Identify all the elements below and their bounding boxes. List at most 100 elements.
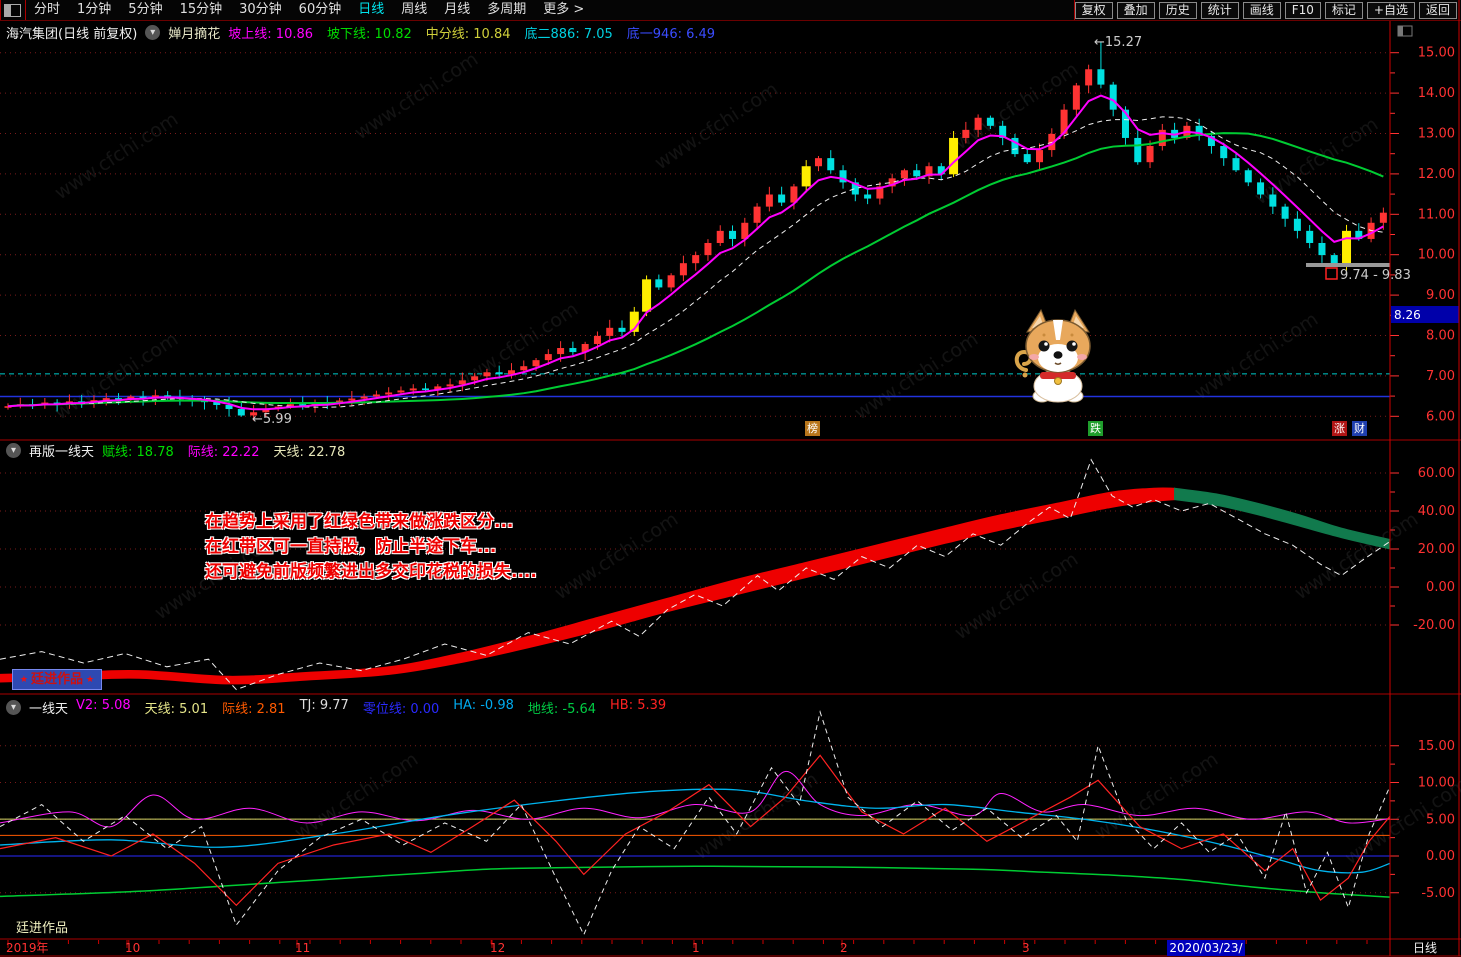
ha-line <box>0 788 1391 874</box>
indicator-name[interactable]: 婵月摘花 <box>168 26 221 42</box>
period-item-8[interactable]: 月线 <box>444 2 471 17</box>
toolbar-button-5[interactable]: F10 <box>1284 1 1321 19</box>
period-item-0[interactable]: 分时 <box>34 2 61 17</box>
toolbar-button-3[interactable]: 统计 <box>1200 1 1239 19</box>
svg-text:5.00: 5.00 <box>1426 812 1455 827</box>
divider <box>1073 0 1075 20</box>
svg-text:←15.27: ←15.27 <box>1094 35 1142 50</box>
dog-mascot <box>1014 308 1091 403</box>
toolbar-button-2[interactable]: 历史 <box>1158 1 1197 19</box>
svg-text:8.26: 8.26 <box>1394 308 1421 322</box>
marker-chip-0[interactable]: 榜 <box>805 421 820 436</box>
toolbar-button-8[interactable]: 返回 <box>1418 1 1457 19</box>
main-legend: 坡上线: 10.86 坡下线: 10.82 中分线: 10.84 底二886: 7.0… <box>228 23 715 42</box>
svg-text:←5.99: ←5.99 <box>252 412 292 427</box>
svg-text:www.cfchi.com: www.cfchi.com <box>451 298 582 394</box>
period-item-4[interactable]: 30分钟 <box>239 2 282 17</box>
svg-text:10.00: 10.00 <box>1418 248 1455 263</box>
note-line: 在红带区可一直持股，防止半途下车... <box>205 537 497 557</box>
maker-box-text: 廷进作品 <box>30 672 83 687</box>
svg-text:www.cfchi.com: www.cfchi.com <box>1191 308 1322 404</box>
period-item-1[interactable]: 1分钟 <box>77 2 112 17</box>
chevron-down-icon[interactable]: ▾ <box>6 442 21 458</box>
svg-text:www.cfchi.com: www.cfchi.com <box>351 48 482 144</box>
legend-item-2: 中分线: 10.84 <box>425 26 511 42</box>
legend-item-2: 际线: 2.81 <box>222 701 286 717</box>
tj-line <box>0 710 1391 936</box>
bottom-legend: V2: 5.08 天线: 5.01 际线: 2.81 TJ: 9.77 零位线: 0.0… <box>76 698 666 717</box>
marker-chip-3[interactable]: 财 <box>1352 421 1367 436</box>
time-label-4: 1 <box>692 941 700 955</box>
mid-indicator-title[interactable]: 再版一线天 <box>29 444 95 460</box>
legend-item-4: 底一946: 6.49 <box>626 26 716 42</box>
toolbar-button-6[interactable]: 标记 <box>1324 1 1363 19</box>
maker-box: ★ 廷进作品 ★ <box>12 669 102 690</box>
marker-chip-1[interactable]: 跌 <box>1088 421 1103 436</box>
star-icon: ★ <box>86 674 95 685</box>
legend-item-0: 赋线: 18.78 <box>102 444 174 460</box>
svg-text:11.00: 11.00 <box>1418 207 1455 222</box>
annotation-note: 在趋势上采用了红绿色带来做涨跌区分... 在红带区可一直持股，防止半途下车...… <box>205 510 537 585</box>
svg-text:www.cfchi.com: www.cfchi.com <box>551 508 682 604</box>
svg-text:-20.00: -20.00 <box>1413 618 1455 633</box>
chevron-down-icon[interactable]: ▾ <box>145 24 161 40</box>
toolbar-button-0[interactable]: 复权 <box>1074 1 1113 19</box>
period-item-9[interactable]: 多周期 <box>487 2 527 17</box>
period-item-5[interactable]: 60分钟 <box>298 2 342 17</box>
main-annotations: ←15.27 ←5.99 9.74 - 9.83 8.26 <box>252 35 1459 427</box>
layout-split-icon-chart <box>1397 25 1413 37</box>
svg-text:www.cfchi.com: www.cfchi.com <box>651 78 782 174</box>
svg-text:15.00: 15.00 <box>1418 739 1455 754</box>
toolbar-button-7[interactable]: +自选 <box>1366 1 1415 19</box>
period-item-3[interactable]: 15分钟 <box>179 2 223 17</box>
note-line: 在趋势上采用了红绿色带来做涨跌区分... <box>205 512 514 532</box>
price-axis: 15.00 14.00 13.00 12.00 11.00 10.00 9.00 8.00 7.… <box>0 46 1455 424</box>
trend-band-green <box>1174 487 1391 550</box>
period-item-2[interactable]: 5分钟 <box>128 2 163 17</box>
toolbar-button-4[interactable]: 画线 <box>1242 1 1281 19</box>
period-item-6[interactable]: 日线 <box>358 2 385 17</box>
ma-mid-line <box>7 116 1384 408</box>
maker-signature: 廷进作品 <box>16 921 69 936</box>
top-menu-bar: 分时 1分钟 5分钟 15分钟 30分钟 60分钟 日线 周线 月线 多周期 更多 > 复权 叠加 历史… <box>0 0 1461 21</box>
legend-item-5: HA: -0.98 <box>453 697 514 713</box>
svg-text:8.00: 8.00 <box>1426 329 1455 344</box>
legend-item-1: 天线: 5.01 <box>144 701 209 717</box>
svg-text:7.00: 7.00 <box>1426 369 1455 384</box>
ma-fast-line <box>7 94 1384 411</box>
mid-legend: 赋线: 18.78 际线: 22.22 天线: 22.78 <box>102 441 345 460</box>
note-line: 还可避免前版频繁进出多交印花税的损失.... <box>205 562 537 582</box>
legend-item-3: TJ: 9.77 <box>299 697 349 713</box>
legend-item-0: 坡上线: 10.86 <box>228 26 314 42</box>
ma-slow-line <box>7 132 1384 408</box>
svg-text:www.cfchi.com: www.cfchi.com <box>51 108 182 204</box>
svg-text:15.00: 15.00 <box>1418 46 1455 61</box>
period-item-7[interactable]: 周线 <box>401 2 428 17</box>
selected-date-badge: 2020/03/23/一 <box>1167 940 1245 956</box>
bottom-indicator-title[interactable]: 一线天 <box>29 701 69 717</box>
period-label: 日线 <box>1412 941 1437 955</box>
main-chart-header: 海汽集团(日线 前复权) ▾ 婵月摘花 坡上线: 10.86 坡下线: 10.82… <box>6 23 715 42</box>
star-icon: ★ <box>19 674 28 685</box>
period-item-10[interactable]: 更多 > <box>543 2 585 17</box>
chevron-down-icon[interactable]: ▾ <box>6 699 21 715</box>
dixian-line <box>0 865 1391 898</box>
legend-item-7: HB: 5.39 <box>610 697 667 713</box>
legend-item-4: 零位线: 0.00 <box>362 701 440 717</box>
time-label-3: 12 <box>490 941 506 955</box>
toolbar-button-1[interactable]: 叠加 <box>1116 1 1155 19</box>
legend-item-2: 天线: 22.78 <box>273 444 346 460</box>
time-label-2: 11 <box>295 941 311 955</box>
stock-title: 海汽集团(日线 前复权) <box>6 26 138 42</box>
bottom-panel-header: ▾ 一线天 V2: 5.08 天线: 5.01 际线: 2.81 TJ: 9.77 零位… <box>6 698 666 717</box>
price-axis: 60.00 40.00 20.00 0.00 -20.00 <box>0 466 1455 633</box>
svg-text:0.00: 0.00 <box>1426 849 1455 864</box>
svg-text:9.00: 9.00 <box>1426 288 1455 303</box>
svg-text:13.00: 13.00 <box>1418 127 1455 142</box>
layout-split-icon[interactable] <box>4 3 21 17</box>
marker-chip-2[interactable]: 涨 <box>1332 421 1347 436</box>
svg-text:20.00: 20.00 <box>1418 542 1455 557</box>
time-label-1: 10 <box>125 941 141 955</box>
